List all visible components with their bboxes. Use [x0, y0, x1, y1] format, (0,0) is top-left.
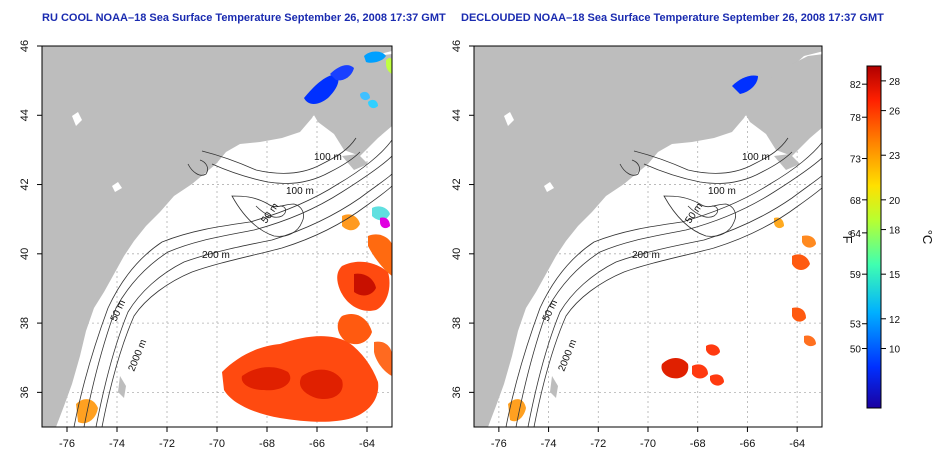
lon-tick-label: -72 [159, 438, 175, 450]
contour-label-100m: 100 m [286, 186, 314, 197]
fahrenheit-tick-label: 82 [850, 80, 862, 91]
lon-tick-label: -76 [59, 438, 75, 450]
fahrenheit-tick-label: 78 [850, 113, 862, 124]
fahrenheit-tick-label: 64 [850, 229, 862, 240]
lon-tick-label: -68 [690, 438, 706, 450]
fahrenheit-unit-label: °F [840, 230, 855, 243]
panel-title-right: DECLOUDED NOAA–18 Sea Surface Temperatur… [461, 12, 884, 24]
fahrenheit-tick-label: 53 [850, 320, 862, 331]
lat-tick-label: 44 [451, 109, 463, 121]
map-panel-left: 100 m 100 m 50 m 200 m 50 m 2000 m -76 -… [19, 40, 393, 450]
lat-tick-label: 38 [451, 317, 463, 329]
fahrenheit-tick-label: 59 [850, 270, 862, 281]
temperature-colorbar: 82 78 73 68 64 59 53 50 28 26 23 20 18 1… [840, 65, 935, 409]
celsius-unit-label: °C [920, 230, 935, 245]
lat-tick-label: 46 [19, 40, 31, 52]
lon-tick-label: -74 [541, 438, 557, 450]
lon-tick-label: -70 [209, 438, 225, 450]
sst-patches [76, 51, 392, 424]
celsius-tick-label: 23 [889, 151, 901, 162]
celsius-tick-label: 26 [889, 107, 901, 118]
lon-tick-label: -72 [590, 438, 606, 450]
contour-label-100m: 100 m [314, 152, 342, 163]
lat-tick-label: 36 [19, 386, 31, 398]
longitude-ticks: -76 -74 -72 -70 -68 -66 -64 [491, 438, 805, 450]
celsius-tick-label: 20 [889, 196, 901, 207]
fahrenheit-tick-label: 50 [850, 345, 862, 356]
lon-tick-label: -74 [109, 438, 125, 450]
lat-tick-label: 46 [451, 40, 463, 52]
latitude-ticks: 46 44 42 40 38 36 [19, 40, 31, 399]
celsius-tick-label: 18 [889, 226, 901, 237]
lon-tick-label: -70 [640, 438, 656, 450]
lon-tick-label: -68 [259, 438, 275, 450]
fahrenheit-ticks: 82 78 73 68 64 59 53 50 [850, 80, 862, 355]
celsius-tick-label: 10 [889, 345, 901, 356]
lon-tick-label: -64 [789, 438, 805, 450]
celsius-tick-label: 28 [889, 77, 901, 88]
colorbar-gradient [866, 65, 882, 409]
lat-tick-label: 36 [451, 386, 463, 398]
lon-tick-label: -66 [309, 438, 325, 450]
longitude-ticks: -76 -74 -72 -70 -68 -66 -64 [59, 438, 375, 450]
fahrenheit-tick-label: 73 [850, 155, 862, 166]
lon-tick-label: -76 [491, 438, 507, 450]
lat-tick-label: 40 [451, 248, 463, 260]
fahrenheit-tick-label: 68 [850, 196, 862, 207]
lat-tick-label: 44 [19, 109, 31, 121]
celsius-ticks: 28 26 23 20 18 15 12 10 [889, 77, 901, 356]
lat-tick-label: 42 [451, 178, 463, 190]
celsius-tick-label: 15 [889, 270, 901, 281]
lon-tick-label: -64 [359, 438, 375, 450]
contour-label-200m: 200 m [632, 250, 660, 261]
contour-label-100m: 100 m [708, 186, 736, 197]
map-panel-right: 100 m 100 m 50 m 200 m 50 m 2000 m -76 -… [451, 40, 823, 450]
lon-tick-label: -66 [739, 438, 755, 450]
lat-tick-label: 42 [19, 178, 31, 190]
panel-title-left: RU COOL NOAA–18 Sea Surface Temperature … [42, 12, 446, 24]
contour-label-100m: 100 m [742, 152, 770, 163]
latitude-ticks: 46 44 42 40 38 36 [451, 40, 463, 399]
sst-patches [508, 75, 816, 422]
contour-label-200m: 200 m [202, 250, 230, 261]
lat-tick-label: 40 [19, 248, 31, 260]
lat-tick-label: 38 [19, 317, 31, 329]
celsius-tick-label: 12 [889, 315, 901, 326]
